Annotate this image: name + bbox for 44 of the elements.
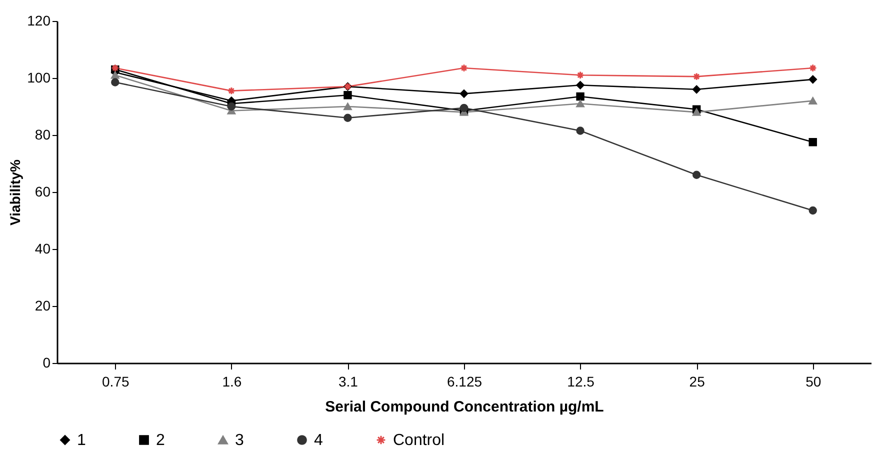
point — [692, 170, 701, 179]
x-axis-title: Serial Compound Concentration µg/mL — [325, 398, 604, 416]
legend-label: 3 — [235, 432, 244, 449]
point — [576, 71, 584, 80]
x-tick-label: 0.75 — [102, 374, 130, 390]
point — [344, 90, 352, 100]
point — [692, 108, 701, 116]
x-tick-label: 1.6 — [222, 374, 242, 390]
point — [111, 78, 120, 86]
x-tick-label: 6.125 — [446, 374, 482, 390]
legend-label: 1 — [77, 432, 86, 449]
point — [460, 90, 468, 98]
point — [460, 104, 468, 112]
point — [344, 114, 352, 122]
x-tick-label: 3.1 — [338, 374, 358, 390]
point — [576, 92, 584, 101]
point — [460, 64, 468, 72]
point — [576, 81, 584, 90]
legend-label: 4 — [314, 432, 323, 449]
point — [344, 102, 352, 110]
point — [227, 102, 236, 111]
point — [692, 85, 701, 94]
y-tick-label: 80 — [34, 126, 51, 142]
y-tick-label: 0 — [42, 354, 51, 370]
point — [692, 72, 701, 81]
x-tick-label: 25 — [689, 374, 706, 390]
y-tick-label: 20 — [34, 298, 51, 314]
x-tick-label: 50 — [806, 374, 822, 390]
point — [808, 97, 817, 104]
point — [808, 206, 817, 215]
point — [576, 126, 584, 135]
point — [808, 138, 817, 146]
y-axis-title: Viability% — [7, 159, 24, 226]
point — [576, 100, 584, 108]
point — [808, 75, 817, 84]
y-tick-label: 40 — [34, 240, 51, 256]
point — [227, 86, 236, 95]
y-tick-label: 120 — [27, 12, 51, 28]
legend-label: Control — [393, 432, 445, 449]
y-tick-label: 60 — [34, 184, 51, 200]
point — [111, 71, 120, 79]
x-tick-label: 12.5 — [567, 374, 595, 390]
legend-label: 2 — [156, 432, 165, 449]
y-tick-label: 100 — [27, 70, 51, 86]
